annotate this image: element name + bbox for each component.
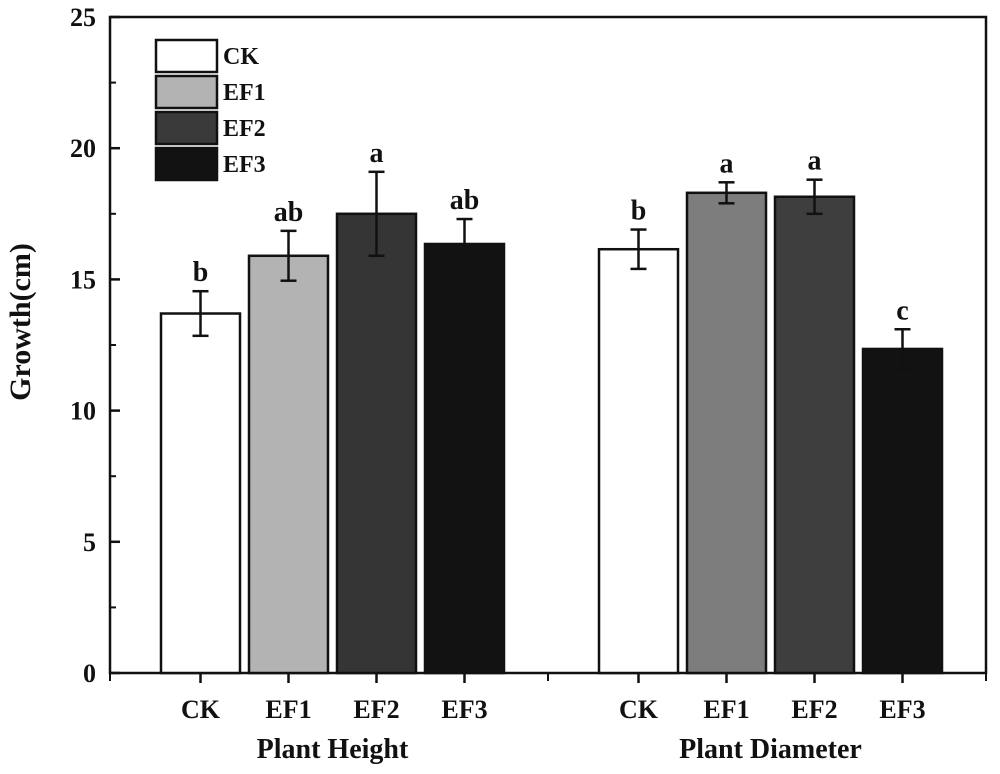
legend-label: CK <box>223 44 259 70</box>
y-tick-label: 0 <box>83 659 96 688</box>
significance-letter: a <box>370 138 384 169</box>
bar <box>861 347 944 675</box>
legend-label: EF3 <box>223 152 266 178</box>
significance-letter: a <box>808 146 822 177</box>
bar <box>597 247 680 675</box>
x-tick-label: EF1 <box>265 695 311 724</box>
y-tick-label: 15 <box>70 265 96 294</box>
bars: b ab a ab b a a c <box>159 138 944 675</box>
x-tick-label: EF3 <box>879 695 925 724</box>
legend-swatch <box>154 38 219 74</box>
legend-label: EF1 <box>223 80 266 106</box>
y-tick-label: 25 <box>70 3 96 32</box>
significance-letter: b <box>631 196 647 227</box>
bar <box>159 312 242 675</box>
legend: CK EF1 EF2 EF3 <box>154 38 266 182</box>
significance-letter: b <box>193 257 209 288</box>
significance-letter: a <box>720 148 734 179</box>
y-tick-label: 10 <box>70 397 96 426</box>
legend-swatch <box>154 146 219 182</box>
legend-label: EF2 <box>223 116 266 142</box>
bar <box>335 212 418 675</box>
y-tick-label: 5 <box>83 528 96 557</box>
significance-letter: c <box>896 295 908 326</box>
legend-swatch <box>154 110 219 146</box>
significance-letter: ab <box>274 197 304 228</box>
x-tick-label: EF3 <box>441 695 487 724</box>
x-group-label: Plant Diameter <box>679 734 862 765</box>
x-group-label: Plant Height <box>257 734 409 765</box>
y-axis: 0 5 10 15 20 25 <box>70 3 120 688</box>
x-tick-label: EF1 <box>703 695 749 724</box>
x-tick-label: CK <box>181 695 221 724</box>
y-tick-label: 20 <box>70 134 96 163</box>
bar <box>685 191 768 675</box>
bar <box>773 195 856 675</box>
bar <box>423 242 506 675</box>
legend-swatch <box>154 74 219 110</box>
bar <box>247 254 330 675</box>
significance-letter: ab <box>450 185 480 216</box>
y-axis-label: Growth(cm) <box>4 243 37 401</box>
x-tick-label: CK <box>619 695 659 724</box>
x-tick-label: EF2 <box>791 695 837 724</box>
x-axis: CK EF1 EF2 EF3 Plant Height CK EF1 EF2 EF3 Plant … <box>109 673 987 765</box>
x-tick-label: EF2 <box>353 695 399 724</box>
